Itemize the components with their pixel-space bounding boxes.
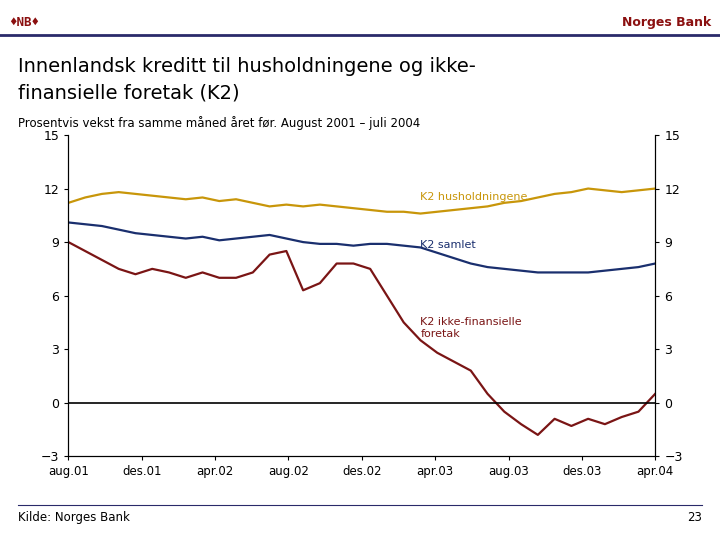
Text: Innenlandsk kreditt til husholdningene og ikke-: Innenlandsk kreditt til husholdningene o… — [18, 57, 476, 76]
Text: Norges Bank: Norges Bank — [622, 16, 711, 29]
Text: ♦NB♦: ♦NB♦ — [9, 16, 39, 29]
Text: K2 husholdningene: K2 husholdningene — [420, 192, 528, 202]
Text: K2 samlet: K2 samlet — [420, 240, 476, 250]
Text: K2 ikke-finansielle
foretak: K2 ikke-finansielle foretak — [420, 317, 522, 339]
Text: finansielle foretak (K2): finansielle foretak (K2) — [18, 84, 240, 103]
Text: Kilde: Norges Bank: Kilde: Norges Bank — [18, 511, 130, 524]
Text: Prosentvis vekst fra samme måned året før. August 2001 – juli 2004: Prosentvis vekst fra samme måned året fø… — [18, 116, 420, 130]
Text: 23: 23 — [687, 511, 702, 524]
